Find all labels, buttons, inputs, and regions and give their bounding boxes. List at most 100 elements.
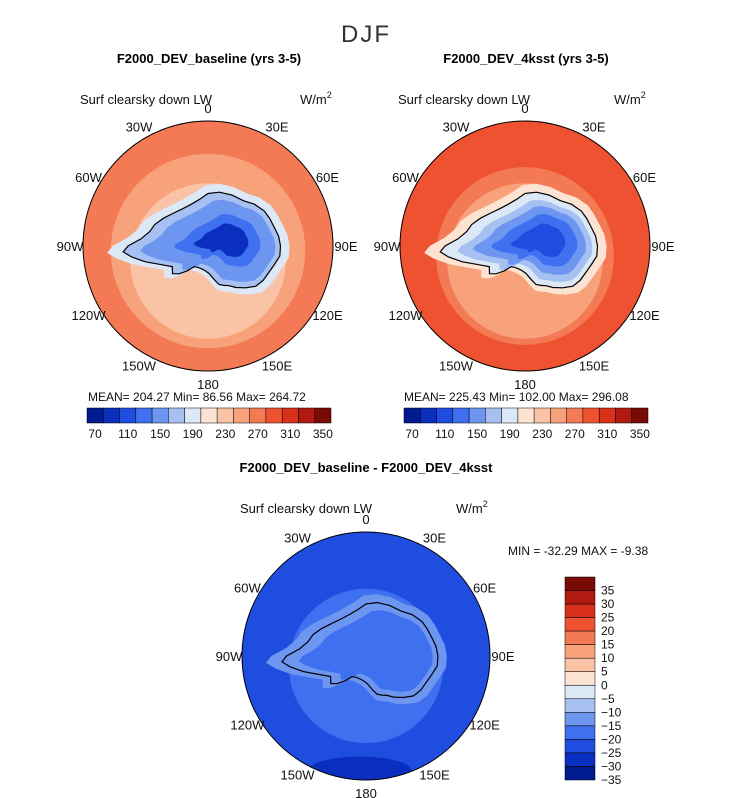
coastline [281,601,439,699]
longitude-label: 30W [284,530,311,545]
colorbar-tick: 15 [601,638,615,652]
longitude-label: 30E [423,530,446,545]
colorbar-swatch [564,590,596,605]
colorbar-swatch [564,766,596,781]
variable-label: Surf clearsky down LW [240,501,373,516]
ice-contour [193,223,249,257]
longitude-label: 90W [374,239,401,254]
longitude-label: 120E [469,718,500,733]
colorbar-swatch [86,407,104,424]
longitude-label: 90W [216,649,243,664]
longitude-label: 150W [439,359,474,374]
units-label: W/m2 [456,499,488,516]
units-label: W/m2 [300,90,332,107]
colorbar-tick: 70 [88,427,102,441]
colorbar-tick: 25 [601,611,615,625]
stat-mean_label: MEAN= [404,390,446,404]
longitude-label: 120W [230,718,265,733]
colorbar-swatch [582,407,600,424]
map-border [241,531,491,781]
colorbar-swatch [103,407,120,424]
longitude-label: 60W [75,170,102,185]
colorbar-swatch [216,407,234,424]
longitude-label: 150W [122,359,157,374]
colorbar-tick: 270 [248,427,268,441]
map-border [399,120,651,372]
colorbar-tick: −35 [601,773,622,787]
longitude-label: 60E [633,170,656,185]
colorbar-swatch [564,739,596,754]
colorbar-tick: −25 [601,746,622,760]
panel-4ksst: F2000_DEV_4ksst (yrs 3-5) Surf clearsky … [374,51,675,441]
colorbar-tick: 350 [630,427,650,441]
longitude-label: 150W [281,768,316,783]
stat-min: 86.56 [199,390,236,404]
colorbar-swatch [550,407,567,424]
panel-title: F2000_DEV_4ksst (yrs 3-5) [443,51,609,66]
longitude-label: 180 [355,786,377,798]
longitude-label: 0 [204,101,211,116]
longitude-label: 60E [316,170,339,185]
polar-map: 0 30E 60E 90E 120E 150E 180 150W 120W 90W 60W 30W [374,101,675,392]
stat-max_label: Max= [559,390,589,404]
longitude-label: 120E [629,308,660,323]
colorbar-swatch [615,407,633,424]
variable-label: Surf clearsky down LW [398,92,531,107]
panel-difference: F2000_DEV_baseline - F2000_DEV_4ksst Sur… [216,460,649,798]
colorbar-swatch [501,407,519,424]
colorbar-tick: 230 [532,427,552,441]
stat-max_label: Max= [236,390,266,404]
ice-contour [298,610,433,692]
colorbar-swatch [564,617,596,632]
coastline [439,191,599,289]
colorbar-swatch [436,407,454,424]
colorbar-swatch [233,407,250,424]
colorbar-swatch [151,407,169,424]
longitude-label: 180 [514,377,536,392]
colorbar-swatch [566,407,584,424]
colorbar-tick: −15 [601,719,622,733]
stat-min_label: Min= [173,390,199,404]
longitude-label: 120E [312,308,343,323]
colorbar-swatch [564,698,596,713]
stats-text: MEAN= 225.43 Min= 102.00 Max= 296.08 [404,390,629,404]
stats-text: MEAN= 204.27 Min= 86.56 Max= 264.72 [88,390,306,404]
colorbar-swatch [265,407,283,424]
colorbar-tick: 35 [601,584,615,598]
panel-title: F2000_DEV_baseline - F2000_DEV_4ksst [240,460,494,475]
colorbar-swatch [135,407,153,424]
colorbar-swatch [533,407,551,424]
colorbar-swatch [485,407,502,424]
stat-max: 264.72 [266,390,306,404]
stats-line: MEAN= 225.43 Min= 102.00 Max= 296.08 [404,390,629,404]
colorbar: 70 110 150 190 230 270 310 350 [403,407,650,441]
longitude-label: 30E [582,120,605,135]
colorbar-swatch [564,603,596,618]
longitude-label: 30W [126,120,153,135]
stat-min_label: Min= [489,390,515,404]
colorbar-tick: 150 [467,427,487,441]
longitude-label: 150E [262,359,293,374]
colorbar-swatch [314,407,332,424]
colorbar-tick: 5 [601,665,608,679]
stat-max: 296.08 [588,390,628,404]
longitude-label: 30E [265,120,288,135]
panel-baseline: F2000_DEV_baseline (yrs 3-5) Surf clears… [57,51,358,441]
colorbar-swatch [298,407,316,424]
colorbar-swatch [168,407,185,424]
colorbar-swatch [420,407,437,424]
longitude-label: 60W [392,170,419,185]
colorbar-tick: 270 [565,427,585,441]
colorbar-tick: 350 [313,427,333,441]
colorbar-tick: 110 [435,427,454,441]
longitude-label: 90E [334,239,357,254]
colorbar-swatch [564,712,596,727]
variable-label: Surf clearsky down LW [80,92,213,107]
stat-mean: 204.27 [130,390,173,404]
colorbar-swatch [598,407,616,424]
colorbar-tick: 20 [601,624,615,638]
colorbar-swatch [468,407,486,424]
map-border [82,120,334,372]
